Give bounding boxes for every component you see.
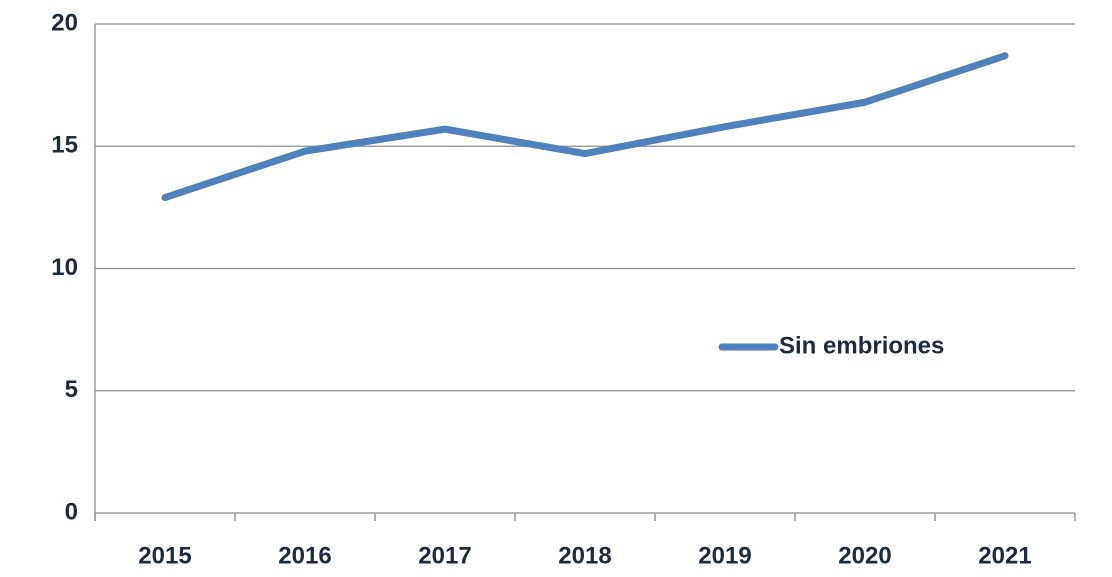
- x-tick-label: 2021: [978, 542, 1031, 569]
- line-series: [161, 52, 1009, 202]
- y-tick-label: 5: [65, 376, 78, 403]
- x-tick-label: 2016: [278, 542, 331, 569]
- x-tick-label: 2020: [838, 542, 891, 569]
- y-tick-label: 10: [51, 254, 78, 281]
- y-tick-label: 15: [51, 132, 78, 159]
- x-tick-label: 2015: [138, 542, 191, 569]
- legend-label: Sin embriones: [779, 332, 944, 359]
- y-tick-label: 20: [51, 9, 78, 36]
- x-tick-label: 2018: [558, 542, 611, 569]
- x-tick-label: 2019: [698, 542, 751, 569]
- y-tick-label: 0: [65, 498, 78, 525]
- x-tick-label: 2017: [418, 542, 471, 569]
